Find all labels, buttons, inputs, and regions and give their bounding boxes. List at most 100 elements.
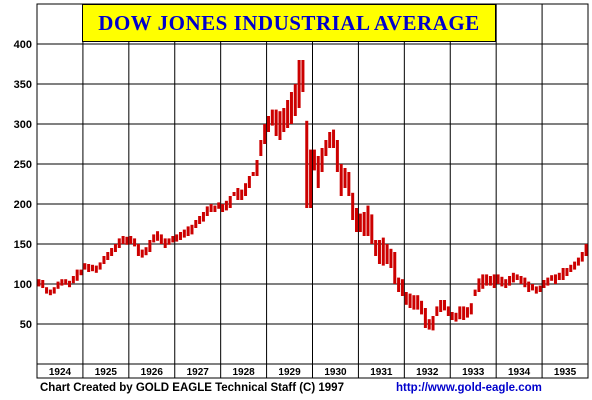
price-bar xyxy=(259,140,263,156)
x-tick-label: 1931 xyxy=(370,367,393,378)
price-bar xyxy=(393,252,397,284)
price-bar xyxy=(274,109,278,136)
website-link[interactable]: http://www.gold-eagle.com xyxy=(396,382,542,394)
price-bar xyxy=(416,295,420,310)
price-bar xyxy=(565,268,569,276)
price-bar xyxy=(201,212,205,222)
x-tick-label: 1927 xyxy=(187,367,210,378)
price-bar xyxy=(236,188,240,200)
price-bar xyxy=(485,274,489,286)
price-bar xyxy=(52,287,56,294)
price-bar xyxy=(397,277,401,292)
price-bar xyxy=(531,284,535,291)
price-bar xyxy=(136,244,140,256)
price-bar xyxy=(140,249,144,258)
price-bar xyxy=(508,276,512,286)
price-bar xyxy=(431,316,435,331)
y-tick-label: 100 xyxy=(14,279,32,291)
price-bar xyxy=(255,160,259,176)
y-tick-label: 150 xyxy=(14,239,32,251)
price-bar xyxy=(443,300,447,311)
price-bar xyxy=(94,265,98,273)
price-bar xyxy=(377,240,381,264)
y-tick-label: 350 xyxy=(14,79,32,91)
price-bar xyxy=(205,206,209,216)
price-bar xyxy=(289,92,293,124)
price-bar xyxy=(477,278,481,292)
price-bar xyxy=(278,111,282,140)
price-bar xyxy=(266,116,270,132)
price-bar xyxy=(171,236,175,243)
price-bar xyxy=(569,264,573,272)
price-bar xyxy=(221,204,225,212)
price-bar xyxy=(190,224,194,235)
price-bar xyxy=(534,286,538,294)
price-bar xyxy=(48,289,52,296)
price-bar xyxy=(553,274,557,284)
price-bar xyxy=(473,289,477,296)
price-bar xyxy=(504,279,508,288)
price-bar xyxy=(465,307,469,318)
price-bar xyxy=(408,293,412,308)
price-bar xyxy=(557,272,561,280)
price-bar xyxy=(500,276,504,287)
price-bar xyxy=(167,238,171,245)
price-bar xyxy=(347,172,351,196)
y-tick-label: 400 xyxy=(14,39,32,51)
price-bar xyxy=(492,274,496,288)
price-bar xyxy=(98,262,102,270)
price-bar xyxy=(121,236,125,244)
price-bar xyxy=(301,60,305,92)
price-bar xyxy=(584,244,588,256)
price-bar xyxy=(312,149,316,171)
price-bar xyxy=(79,269,83,276)
price-bar xyxy=(381,237,385,266)
price-bar xyxy=(37,279,41,287)
price-bar xyxy=(385,244,389,264)
price-bar xyxy=(450,312,454,320)
price-bar xyxy=(217,202,221,209)
price-bar xyxy=(156,231,160,241)
price-bar xyxy=(228,196,232,208)
y-tick-label: 300 xyxy=(14,119,32,131)
price-bar xyxy=(45,287,49,294)
price-bar xyxy=(117,238,121,248)
price-bar xyxy=(573,261,577,270)
price-bar xyxy=(362,212,366,236)
price-bar xyxy=(293,84,297,116)
price-bar xyxy=(64,279,68,285)
price-bar xyxy=(435,306,439,316)
price-bar xyxy=(56,281,60,289)
price-bar xyxy=(538,285,542,292)
price-bar xyxy=(420,300,424,315)
price-bar xyxy=(523,277,527,288)
price-bar xyxy=(110,248,114,256)
chart-title: DOW JONES INDUSTRIAL AVERAGE xyxy=(82,4,496,42)
price-bar xyxy=(232,192,236,196)
price-bar xyxy=(458,306,462,320)
x-tick-label: 1935 xyxy=(554,367,577,378)
price-bar xyxy=(335,140,339,172)
price-bar xyxy=(75,269,79,281)
price-bar xyxy=(251,172,255,176)
price-bar xyxy=(163,238,167,248)
price-bar xyxy=(370,214,374,244)
y-tick-label: 200 xyxy=(14,199,32,211)
price-bar xyxy=(247,176,251,188)
price-bar xyxy=(297,60,301,108)
x-tick-label: 1926 xyxy=(141,367,164,378)
price-bar xyxy=(159,234,163,244)
x-tick-label: 1928 xyxy=(233,367,256,378)
price-bar xyxy=(412,295,416,310)
price-bar xyxy=(339,164,343,196)
price-bar xyxy=(366,205,370,236)
price-bar xyxy=(427,319,431,330)
x-tick-label: 1933 xyxy=(462,367,485,378)
price-bar xyxy=(125,236,129,245)
price-bar xyxy=(129,236,133,244)
price-bar xyxy=(194,220,198,228)
price-bar xyxy=(209,204,213,212)
price-bar xyxy=(213,205,217,212)
price-bar xyxy=(358,213,362,232)
